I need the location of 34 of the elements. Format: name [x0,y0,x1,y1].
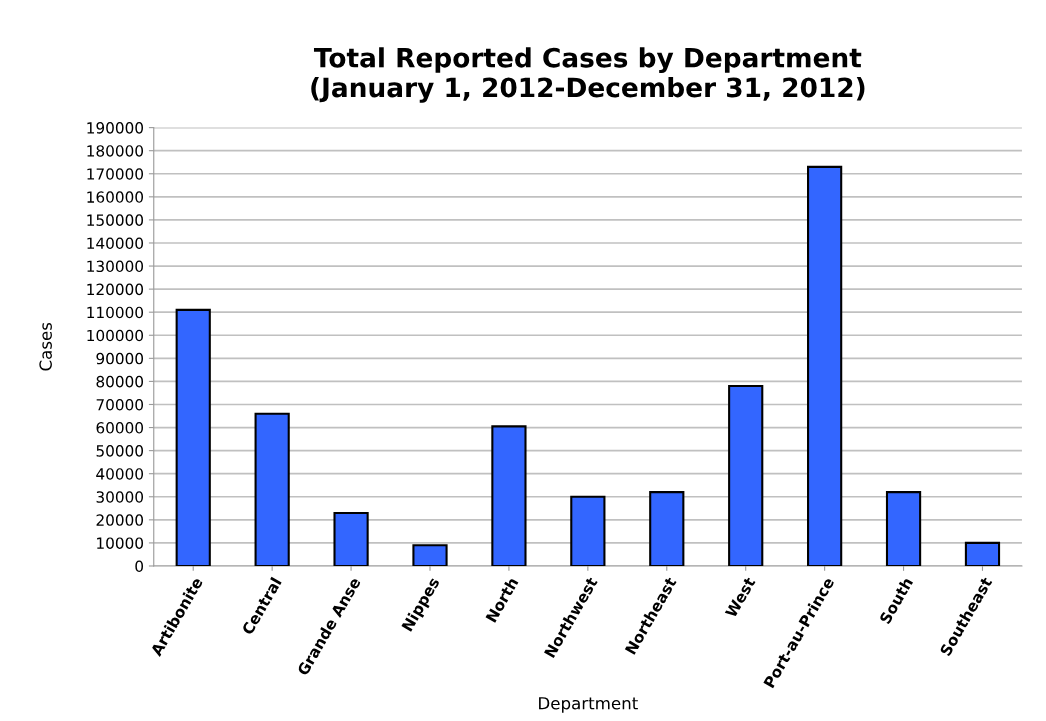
x-axis-title: Department [539,697,638,713]
bar [807,165,843,566]
y-tick-label: 190000 [87,122,144,134]
bar [175,308,211,566]
y-tick-label: 100000 [87,329,144,342]
y-tick-label: 70000 [96,398,144,411]
y-tick-label: 20000 [96,514,144,526]
chart-title: Total Reported Cases by Department (January 1, 2012-December 31, 2012) [311,47,865,103]
y-tick-label: 140000 [87,237,144,249]
y-tick-label: 180000 [87,145,144,157]
y-tick-label: 90000 [96,352,144,365]
y-tick-label: 30000 [96,491,144,503]
y-tick-label: 60000 [96,422,144,434]
y-tick-label: 50000 [96,445,144,457]
y-tick-label: 120000 [87,283,144,296]
y-tick-label: 150000 [87,214,144,226]
y-tick-label: 0 [135,560,144,573]
bar [964,541,1001,566]
bar [491,425,527,566]
y-tick-label: 80000 [96,375,144,388]
bar [570,495,606,566]
bar [728,384,764,566]
bar [885,491,922,566]
bar [254,412,290,566]
bar [412,544,448,566]
y-tick-label: 130000 [87,260,144,273]
bar [333,511,369,566]
y-tick-label: 110000 [87,306,144,319]
bar [649,491,685,566]
y-tick-label: 170000 [87,168,144,180]
y-tick-label: 160000 [87,191,144,203]
y-tick-label: 10000 [97,537,144,549]
y-axis-title: Cases [39,322,52,371]
y-tick-label: 40000 [96,468,144,480]
